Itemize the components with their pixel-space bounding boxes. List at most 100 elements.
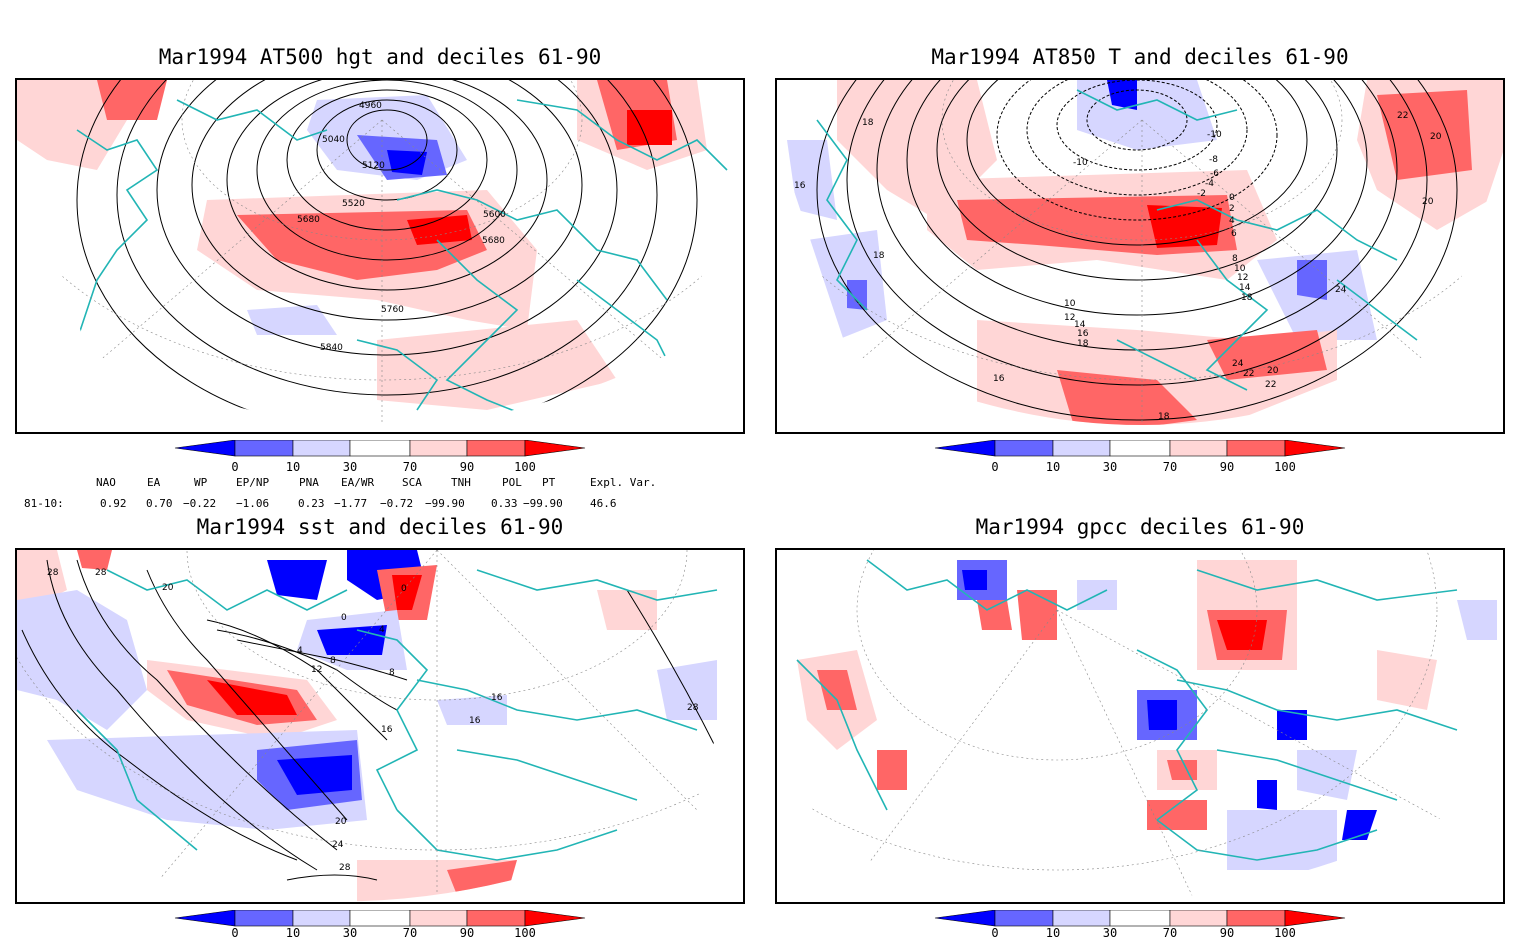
- contour-label: 18: [873, 251, 885, 261]
- panel4-map: [775, 548, 1505, 904]
- contour-label: 5840: [320, 343, 343, 353]
- contour-label: 8: [1232, 254, 1238, 264]
- index-value: 0.92: [100, 497, 127, 510]
- index-header: PNA: [299, 476, 319, 489]
- contour-label: 28: [339, 863, 351, 873]
- contour-label: 28: [687, 703, 699, 713]
- graticule: [777, 550, 1498, 902]
- index-value: 0.23: [298, 497, 325, 510]
- contour-label: 16: [381, 725, 393, 735]
- contour-label: 12: [311, 665, 322, 675]
- colorbar-label: 10: [285, 460, 301, 474]
- panel4-svg: [777, 550, 1498, 902]
- index-value: −0.22: [183, 497, 217, 510]
- contour-label: 10: [1064, 299, 1076, 309]
- colorbar-3: 0 10 30 70 90 100: [170, 910, 590, 950]
- sst-contours: [21, 559, 718, 881]
- contour-label: 12: [1064, 313, 1075, 323]
- height-contours: [76, 80, 698, 425]
- panel2-contour-labels: -10 -10 -8 -6 -4 -2 0 2 4 6 8 10 12 14 1…: [794, 111, 1442, 422]
- panel1-contour-labels: 4960 5040 5120 5520 5680 5600 5680 5760 …: [297, 101, 506, 353]
- contour-label: 28: [47, 568, 59, 578]
- contour-label: 20: [1267, 366, 1279, 376]
- graticule: [17, 80, 743, 425]
- panel3-map: 28 28 20 0 4 8 12 16 16 16 20 24 28 28 4…: [15, 548, 745, 904]
- anomaly-pos: [97, 80, 167, 120]
- colorbar-1-svg: [174, 440, 586, 457]
- colorbar-label: 100: [514, 460, 536, 474]
- anomaly-neg: [277, 755, 352, 795]
- contour-label: 20: [335, 817, 347, 827]
- index-value: −99.90: [523, 497, 563, 510]
- precip-anomalies: [797, 560, 1497, 870]
- temperature-contours: [816, 80, 1458, 421]
- anomaly-neg: [787, 140, 837, 220]
- anomaly-pos: [77, 550, 112, 570]
- index-header: SCA: [402, 476, 422, 489]
- contour-label: -4: [1205, 179, 1214, 189]
- contour-label: -10: [1207, 130, 1222, 140]
- colorbar-label: 90: [459, 926, 475, 940]
- colorbar-label: 70: [402, 926, 418, 940]
- colorbar-label: 30: [342, 460, 358, 474]
- contour-label: 16: [1077, 329, 1089, 339]
- index-header: PT: [542, 476, 556, 489]
- colorbar-label: 100: [1274, 926, 1296, 940]
- index-value: 0.70: [146, 497, 173, 510]
- panel2-map: -10 -10 -8 -6 -4 -2 0 2 4 6 8 10 12 14 1…: [775, 78, 1505, 434]
- contour-label: 0: [341, 613, 347, 623]
- colorbar-label: 30: [1102, 460, 1118, 474]
- colorbar-label: 70: [1162, 926, 1178, 940]
- contour-label: 5600: [483, 210, 506, 220]
- contour-label: 6: [1231, 229, 1237, 239]
- contour-label: 5680: [297, 215, 320, 225]
- contour-label: 5520: [342, 199, 365, 209]
- colorbar-label: 70: [402, 460, 418, 474]
- contour-label: -6: [1210, 169, 1219, 179]
- graticule: [777, 80, 1503, 425]
- colorbar-label: 0: [991, 926, 999, 940]
- contour-label: 18: [862, 118, 874, 128]
- colorbar-label: 10: [1045, 460, 1061, 474]
- contour-label: 16: [469, 716, 481, 726]
- panel1-map: 4960 5040 5120 5520 5680 5600 5680 5760 …: [15, 78, 745, 434]
- index-value: −0.72: [380, 497, 414, 510]
- contour-label: 5120: [362, 161, 385, 171]
- panel1-title: Mar1994 AT500 hgt and deciles 61-90: [158, 45, 602, 69]
- contour-label: 22: [1243, 369, 1254, 379]
- anomaly-pos: [1147, 205, 1222, 248]
- index-header: EA/WR: [341, 476, 375, 489]
- colorbar-label: 90: [1219, 926, 1235, 940]
- contour-label: 20: [1422, 197, 1434, 207]
- colorbar-label: 0: [231, 460, 239, 474]
- contour-label: 4: [1229, 216, 1235, 226]
- colorbar-4-svg: [934, 910, 1346, 927]
- contour-label: -10: [1073, 158, 1088, 168]
- contour-label: 0: [401, 584, 407, 594]
- contour-label: 24: [332, 840, 344, 850]
- anomaly-neg: [17, 590, 147, 730]
- contour-label: 22: [1265, 380, 1276, 390]
- contour-label: 18: [1241, 293, 1253, 303]
- coastlines: [76, 569, 718, 861]
- panel2-title: Mar1994 AT850 T and deciles 61-90: [931, 45, 1349, 69]
- contour-label: 18: [1158, 412, 1170, 422]
- coastlines: [816, 89, 1418, 391]
- index-header: EP/NP: [236, 476, 270, 489]
- colorbar-label: 30: [1102, 926, 1118, 940]
- panel4-title: Mar1994 gpcc deciles 61-90: [975, 515, 1305, 539]
- colorbar-label: 30: [342, 926, 358, 940]
- anomaly-pos: [377, 320, 617, 410]
- anomaly-neg: [437, 695, 507, 725]
- contour-label: 16: [491, 693, 503, 703]
- colorbar-1: 0 10 30 70 90 100: [170, 440, 590, 480]
- colorbar-label: 70: [1162, 460, 1178, 474]
- colorbar-3-svg: [174, 910, 586, 927]
- colorbar-label: 90: [459, 460, 475, 474]
- contour-label: 16: [993, 374, 1005, 384]
- contour-label: 4960: [359, 101, 382, 111]
- anomaly-pos: [392, 575, 422, 610]
- contour-label: 8: [330, 656, 336, 666]
- anomaly-neg: [387, 150, 427, 175]
- contour-label: -2: [1197, 189, 1206, 199]
